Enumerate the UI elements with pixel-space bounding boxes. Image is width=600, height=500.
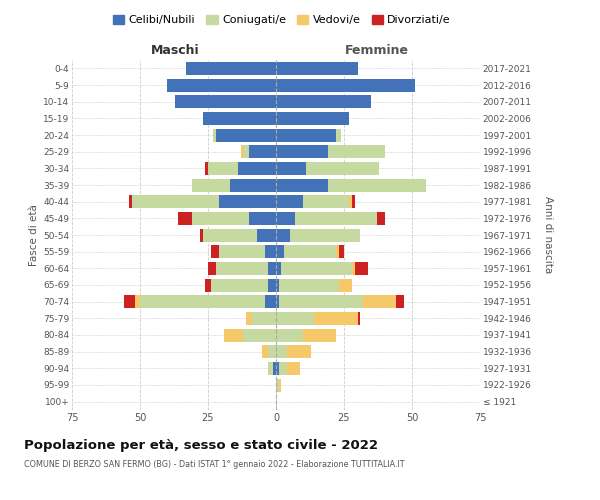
Bar [129, 195, 132, 208]
Bar [191, 178, 230, 192]
Bar [314, 312, 358, 325]
Y-axis label: Anni di nascita: Anni di nascita [543, 196, 553, 274]
Bar [276, 62, 358, 75]
Bar [211, 278, 268, 291]
Bar [230, 178, 276, 192]
Bar [262, 345, 268, 358]
Bar [358, 312, 361, 325]
Bar [276, 112, 349, 125]
Bar [186, 62, 276, 75]
Bar [279, 362, 287, 375]
Bar [244, 328, 276, 342]
Bar [279, 295, 363, 308]
Bar [276, 345, 287, 358]
Bar [224, 328, 244, 342]
Bar [276, 295, 279, 308]
Bar [287, 345, 311, 358]
Bar [276, 328, 303, 342]
Bar [241, 145, 244, 158]
Bar [276, 212, 295, 225]
Bar [276, 312, 314, 325]
Bar [214, 128, 216, 141]
Bar [336, 128, 341, 141]
Bar [205, 278, 211, 291]
Bar [268, 262, 276, 275]
Text: Popolazione per età, sesso e stato civile - 2022: Popolazione per età, sesso e stato civil… [24, 440, 378, 452]
Bar [167, 78, 276, 92]
Bar [276, 278, 279, 291]
Bar [276, 245, 284, 258]
Bar [203, 228, 257, 241]
Bar [284, 245, 336, 258]
Bar [244, 145, 249, 158]
Bar [140, 295, 265, 308]
Y-axis label: Fasce di età: Fasce di età [29, 204, 39, 266]
Bar [257, 228, 276, 241]
Bar [306, 162, 379, 175]
Bar [249, 145, 276, 158]
Bar [200, 228, 203, 241]
Text: Femmine: Femmine [344, 44, 409, 57]
Bar [279, 278, 338, 291]
Bar [355, 262, 368, 275]
Bar [336, 245, 338, 258]
Bar [276, 378, 279, 392]
Bar [273, 362, 276, 375]
Bar [338, 278, 352, 291]
Bar [281, 262, 352, 275]
Text: COMUNE DI BERZO SAN FERMO (BG) - Dati ISTAT 1° gennaio 2022 - Elaborazione TUTTI: COMUNE DI BERZO SAN FERMO (BG) - Dati IS… [24, 460, 404, 469]
Bar [295, 212, 377, 225]
Bar [290, 228, 361, 241]
Bar [268, 278, 276, 291]
Bar [191, 212, 249, 225]
Bar [175, 95, 276, 108]
Bar [205, 162, 208, 175]
Bar [265, 245, 276, 258]
Bar [178, 212, 191, 225]
Legend: Celibi/Nubili, Coniugati/e, Vedovi/e, Divorziati/e: Celibi/Nubili, Coniugati/e, Vedovi/e, Di… [109, 10, 455, 30]
Bar [279, 378, 281, 392]
Bar [208, 162, 238, 175]
Bar [276, 128, 336, 141]
Bar [338, 245, 344, 258]
Bar [328, 178, 425, 192]
Bar [349, 195, 352, 208]
Bar [276, 78, 415, 92]
Bar [249, 212, 276, 225]
Bar [211, 245, 219, 258]
Bar [219, 195, 276, 208]
Bar [276, 362, 279, 375]
Bar [352, 262, 355, 275]
Bar [246, 312, 251, 325]
Bar [208, 262, 216, 275]
Bar [251, 312, 276, 325]
Bar [238, 162, 276, 175]
Bar [216, 128, 276, 141]
Bar [134, 295, 140, 308]
Bar [268, 345, 276, 358]
Bar [303, 195, 349, 208]
Text: Maschi: Maschi [151, 44, 200, 57]
Bar [328, 145, 385, 158]
Bar [363, 295, 395, 308]
Bar [287, 362, 301, 375]
Bar [265, 295, 276, 308]
Bar [216, 262, 268, 275]
Bar [124, 295, 134, 308]
Bar [276, 95, 371, 108]
Bar [276, 228, 290, 241]
Bar [276, 195, 303, 208]
Bar [203, 112, 276, 125]
Bar [276, 262, 281, 275]
Bar [276, 145, 328, 158]
Bar [303, 328, 336, 342]
Bar [377, 212, 385, 225]
Bar [395, 295, 404, 308]
Bar [352, 195, 355, 208]
Bar [219, 245, 265, 258]
Bar [276, 162, 306, 175]
Bar [132, 195, 219, 208]
Bar [276, 178, 328, 192]
Bar [268, 362, 273, 375]
